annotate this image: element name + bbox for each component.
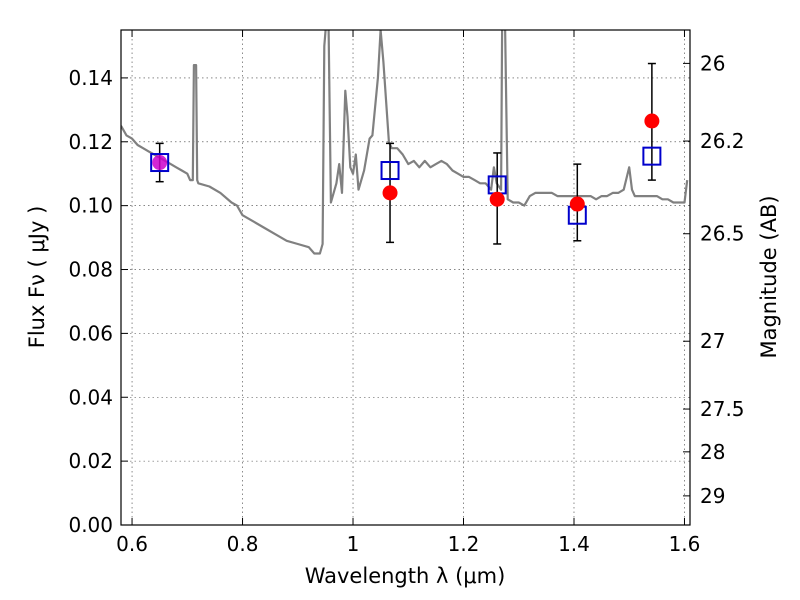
right-tick-label-2: 26.5 [700,222,745,246]
error-bars [155,62,656,245]
observed-marker-1 [382,185,398,201]
model-photometry-markers [150,146,662,225]
y-tick-label-1: 0.02 [68,449,113,473]
y-tick-label-3: 0.06 [68,321,113,345]
observed-marker-0 [152,155,168,171]
observed-marker-3 [569,196,585,212]
x-tick-label-3: 1.2 [448,532,480,556]
y-tick-label-7: 0.14 [68,66,113,90]
grid-lines [121,30,690,526]
right-axis-label: Magnitude (AB) [757,195,781,358]
observed-marker-2 [489,191,505,207]
y-axis-label: Flux Fν ( μJy ) [25,206,49,349]
right-tick-label-6: 29 [700,484,725,508]
right-tick-label-0: 26 [700,51,725,75]
model-spectrum [121,30,689,255]
right-tick-label-1: 26.2 [700,129,745,153]
y-tick-label-4: 0.08 [68,258,113,282]
x-tick-label-5: 1.6 [669,532,701,556]
x-tick-label-2: 1 [347,532,360,556]
observed-marker-4 [644,113,660,129]
x-tick-label-1: 0.8 [227,532,259,556]
y-tick-label-2: 0.04 [68,385,113,409]
model-phot-marker-0 [150,153,170,173]
y-tick-label-0: 0.00 [68,513,113,537]
model-spectrum-line [121,30,689,255]
plot-frame [120,29,691,526]
x-tick-label-4: 1.4 [558,532,590,556]
model-phot-marker-4 [642,146,662,166]
right-tick-label-4: 27.5 [700,397,745,421]
right-tick-label-3: 27 [700,329,725,353]
right-tick-label-5: 28 [700,440,725,464]
x-axis-ticks: 0.6 0.8 1 1.2 1.4 1.6 [116,30,700,556]
model-phot-marker-1 [380,161,400,181]
x-axis-label: Wavelength λ (μm) [305,564,506,588]
y-tick-label-6: 0.12 [68,130,113,154]
y-tick-label-5: 0.10 [68,194,113,218]
observed-photometry-markers [152,113,660,212]
y-axis-ticks: 0.00 0.02 0.04 0.06 0.08 0.10 0.12 0.14 [68,66,128,537]
right-axis-ticks: 26 26.2 26.5 27 27.5 28 29 [683,51,745,508]
x-tick-label-0: 0.6 [116,532,148,556]
